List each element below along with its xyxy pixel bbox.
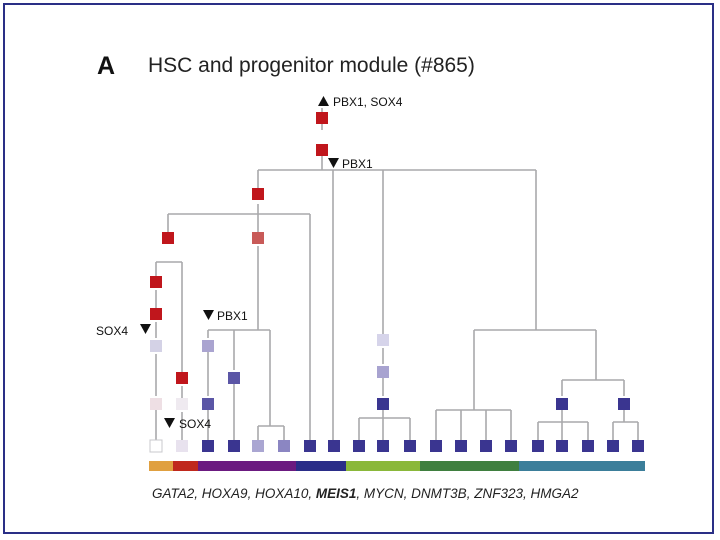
color-bar-segment <box>420 461 519 471</box>
tree-node <box>228 372 240 384</box>
leaf-node <box>278 440 290 452</box>
leaf-node <box>176 440 188 452</box>
annotation-upper: PBX1 <box>328 157 373 171</box>
gene-label: HOXA10 <box>255 486 309 501</box>
panel-title: HSC and progenitor module (#865) <box>148 54 475 77</box>
annotation-top-label: PBX1, SOX4 <box>333 95 403 109</box>
gene-label: GATA2 <box>152 486 195 501</box>
color-bar-segment <box>346 461 420 471</box>
leaf-node <box>228 440 240 452</box>
tree-node <box>377 398 389 410</box>
tree-node <box>202 398 214 410</box>
tree-node <box>162 232 174 244</box>
annotation-middle: PBX1 <box>203 309 248 323</box>
leaf-node <box>377 440 389 452</box>
tree-node <box>252 232 264 244</box>
up-triangle-icon <box>318 96 329 106</box>
tree-nodes <box>149 112 644 453</box>
tree-branches <box>155 108 639 440</box>
annotation-upper-label: PBX1 <box>342 157 373 171</box>
tree-node <box>556 398 568 410</box>
color-bar-segment <box>296 461 346 471</box>
gene-label: ZNF323 <box>474 486 523 501</box>
gene-label: DNMT3B <box>411 486 467 501</box>
gene-label: MYCN <box>363 486 404 501</box>
annotation-lower-label: SOX4 <box>179 417 211 431</box>
leaf-node <box>532 440 544 452</box>
tree-node <box>377 366 389 378</box>
leaf-node <box>480 440 492 452</box>
leaf-node <box>607 440 619 452</box>
gene-label: HOXA9 <box>201 486 248 501</box>
tree-node <box>150 398 162 410</box>
down-triangle-icon <box>328 158 339 168</box>
annotation-left-label: SOX4 <box>96 324 128 338</box>
leaf-node <box>149 439 163 453</box>
leaf-node <box>430 440 442 452</box>
color-bar-segment <box>149 461 173 471</box>
color-bar-segment <box>519 461 645 471</box>
annotation-lower: SOX4 <box>164 417 211 431</box>
tree-node <box>377 334 389 346</box>
annotation-left: SOX4 <box>96 324 151 338</box>
leaf-node <box>252 440 264 452</box>
leaf-node <box>328 440 340 452</box>
figure-frame <box>3 3 714 534</box>
gene-label: HMGA2 <box>530 486 579 501</box>
tree-node <box>150 308 162 320</box>
tree-node <box>202 340 214 352</box>
gene-list-caption: GATA2, HOXA9, HOXA10, MEIS1, MYCN, DNMT3… <box>152 486 579 501</box>
down-triangle-icon <box>140 324 151 334</box>
panel-letter: A <box>97 52 116 80</box>
gene-label: MEIS1 <box>315 486 357 501</box>
tree-node <box>150 276 162 288</box>
annotation-top: PBX1, SOX4 <box>318 95 403 109</box>
color-bar-segment <box>198 461 296 471</box>
tree-node <box>150 340 162 352</box>
leaf-node <box>353 440 365 452</box>
color-bar <box>149 461 645 471</box>
annotation-middle-label: PBX1 <box>217 309 248 323</box>
leaf-node <box>505 440 517 452</box>
tree-node <box>316 112 328 124</box>
tree-node <box>316 144 328 156</box>
leaf-node <box>404 440 416 452</box>
tree-node <box>176 372 188 384</box>
tree-node <box>252 188 264 200</box>
leaf-node <box>556 440 568 452</box>
down-triangle-icon <box>164 418 175 428</box>
tree-node <box>176 398 188 410</box>
leaf-node <box>455 440 467 452</box>
leaf-node <box>304 440 316 452</box>
tree-node <box>618 398 630 410</box>
leaf-node <box>632 440 644 452</box>
leaf-node <box>582 440 594 452</box>
leaf-node <box>202 440 214 452</box>
down-triangle-icon <box>203 310 214 320</box>
color-bar-segment <box>173 461 198 471</box>
